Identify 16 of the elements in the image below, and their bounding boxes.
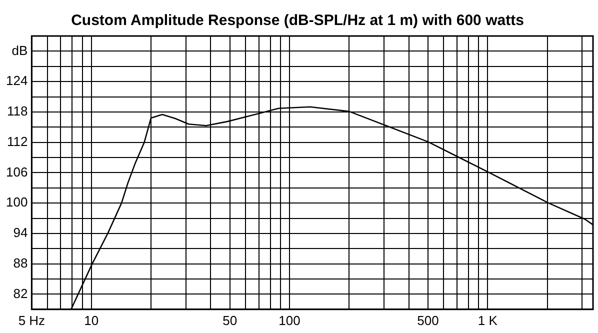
y-tick-label: 112: [6, 134, 28, 149]
y-tick-label: dB: [12, 42, 28, 58]
y-tick-label: 118: [6, 104, 28, 119]
x-tick-label: 100: [278, 312, 300, 328]
x-tick-label: 10: [84, 312, 99, 328]
y-tick-label: 100: [6, 194, 28, 210]
x-tick-label: 50: [222, 312, 238, 328]
y-tick-label: 82: [13, 286, 28, 301]
x-tick-label: 1 K: [478, 312, 498, 328]
y-tick-label: 88: [13, 255, 28, 270]
chart-title: Custom Amplitude Response (dB-SPL/Hz at 1 m) with 600 watts: [71, 12, 524, 30]
y-tick-label: 94: [13, 225, 28, 240]
y-tick-label: 106: [6, 164, 28, 180]
x-tick-label: 500: [417, 312, 439, 328]
y-tick-label: 124: [6, 73, 28, 88]
x-tick-label: 5 Hz: [18, 312, 46, 328]
